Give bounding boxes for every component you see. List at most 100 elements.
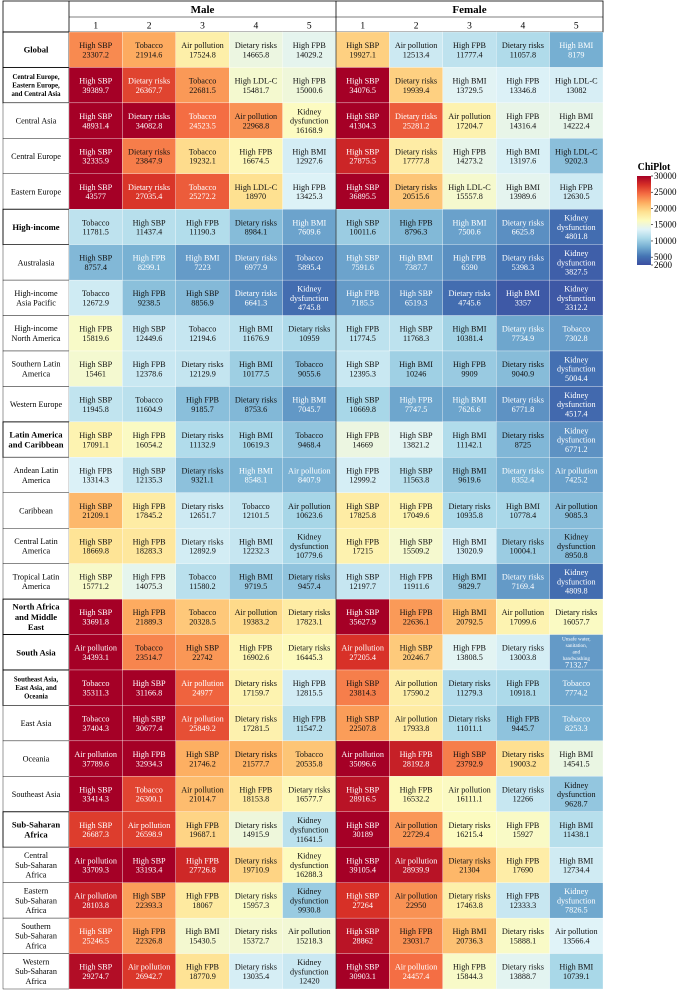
heatmap-cell xyxy=(442,173,497,210)
cell-risk-label: High LDL-C xyxy=(235,77,278,86)
cell-value-label: 11190.3 xyxy=(189,228,215,237)
heatmap-cell xyxy=(335,279,390,316)
cell-value-label: 32934.3 xyxy=(136,759,163,768)
row-label: Global xyxy=(24,45,49,55)
cell-risk-label: Kidney dysfunction xyxy=(557,568,596,586)
cell-value-label: 28939.9 xyxy=(403,866,430,875)
row-label: Tropical Latin America xyxy=(13,572,60,591)
cell-value-label: 9930.8 xyxy=(298,906,321,915)
cell-value-label: 17099.6 xyxy=(510,617,537,626)
heatmap-cell xyxy=(549,102,604,139)
heatmap-cell xyxy=(282,67,337,104)
cell-value-label: 21914.6 xyxy=(136,50,163,59)
cell-risk-label: High SBP xyxy=(79,927,112,936)
cell-value-label: 17777.8 xyxy=(403,157,430,166)
heatmap-cell xyxy=(442,740,497,777)
cell-value-label: 7591.6 xyxy=(351,263,374,272)
cell-value-label: 21014.7 xyxy=(189,795,216,804)
rank-label: 4 xyxy=(254,22,259,32)
cell-risk-label: High BMI xyxy=(186,254,220,263)
cell-value-label: 7425.2 xyxy=(565,476,588,485)
cell-risk-label: Dietary risks xyxy=(128,112,170,121)
cell-risk-label: High FPB xyxy=(239,785,273,794)
rank-label: 5 xyxy=(574,22,579,32)
cell-risk-label: High BMI xyxy=(186,927,220,936)
cell-risk-label: High SBP xyxy=(79,821,112,830)
heatmap-cell xyxy=(496,776,550,812)
cell-risk-label: High BMI xyxy=(559,41,593,50)
cell-value-label: 28916.5 xyxy=(349,795,376,804)
cell-value-label: 5004.4 xyxy=(565,374,588,383)
cell-risk-label: High SBP xyxy=(79,360,112,369)
heatmap-cell xyxy=(122,386,176,423)
cell-risk-label: Dietary risks xyxy=(235,892,277,901)
heatmap-cell xyxy=(68,386,123,423)
cell-risk-label: High FPB xyxy=(560,183,594,192)
cell-value-label: 13808.5 xyxy=(456,653,483,662)
rank-label: 2 xyxy=(147,22,152,32)
cell-value-label: 23307.2 xyxy=(82,50,109,59)
cell-value-label: 24523.5 xyxy=(189,121,216,130)
cell-risk-label: High FPB xyxy=(133,573,167,582)
row-label: Caribbean xyxy=(19,506,53,515)
heatmap-cell xyxy=(496,740,550,777)
cell-value-label: 39105.4 xyxy=(349,866,376,875)
heatmap-cell xyxy=(175,634,230,671)
cell-risk-label: High FPB xyxy=(133,927,167,936)
heatmap-cell xyxy=(442,669,497,706)
heatmap-cell xyxy=(389,563,443,600)
heatmap-cell xyxy=(122,102,176,139)
cell-risk-label: Dietary risks xyxy=(448,502,490,511)
cell-risk-label: High FPB xyxy=(186,218,220,227)
heatmap-cell xyxy=(335,740,390,777)
cell-value-label: 8757.4 xyxy=(84,263,107,272)
heatmap-cell xyxy=(229,492,283,529)
heatmap-cell xyxy=(229,811,283,848)
cell-value-label: 16054.2 xyxy=(136,440,163,449)
heatmap-cell xyxy=(229,563,283,600)
cell-value-label: 7500.6 xyxy=(458,228,481,237)
cell-risk-label: Tobacco xyxy=(82,289,110,298)
cell-risk-label: Dietary risks xyxy=(448,715,490,724)
heatmap-cell xyxy=(122,492,176,529)
heatmap-cell xyxy=(282,31,337,68)
cell-value-label: 34082.8 xyxy=(136,121,163,130)
heatmap-cell xyxy=(282,598,337,635)
cell-risk-label: High BMI xyxy=(399,360,433,369)
row-label: Central Europe xyxy=(11,152,61,161)
rank-label: 2 xyxy=(414,22,419,32)
heatmap-cell xyxy=(389,173,443,210)
heatmap-cell xyxy=(549,421,604,458)
heatmap-cell xyxy=(496,847,550,883)
heatmap-cell xyxy=(282,740,337,777)
cell-risk-label: High BMI xyxy=(506,289,540,298)
cell-risk-label: Tobacco xyxy=(82,679,110,688)
cell-value-label: 10959 xyxy=(299,334,319,343)
heatmap-cell xyxy=(122,740,176,777)
heatmap-cell xyxy=(68,138,123,174)
cell-value-label: 12630.5 xyxy=(563,192,590,201)
heatmap-cell xyxy=(389,457,443,493)
cell-value-label: 9238.5 xyxy=(138,298,161,307)
cell-value-label: 16674.5 xyxy=(243,157,270,166)
cell-risk-label: High FPB xyxy=(453,147,487,156)
cell-risk-label: Dietary risks xyxy=(502,644,544,653)
cell-risk-label: Kidney dysfunction xyxy=(557,249,596,267)
cell-value-label: 22968.8 xyxy=(243,121,270,130)
cell-risk-label: Air pollution xyxy=(288,927,331,936)
heatmap-cell xyxy=(282,386,337,423)
cell-value-label: 11604.9 xyxy=(136,405,162,414)
heatmap-cell xyxy=(229,740,283,777)
cell-risk-label: High FPB xyxy=(133,431,167,440)
cell-risk-label: Dietary risks xyxy=(502,466,544,475)
cell-risk-label: Kidney dysfunction xyxy=(290,816,329,834)
cell-value-label: 11774.5 xyxy=(350,334,376,343)
heatmap-cell xyxy=(549,138,604,174)
cell-risk-label: High LDL-C xyxy=(235,183,278,192)
